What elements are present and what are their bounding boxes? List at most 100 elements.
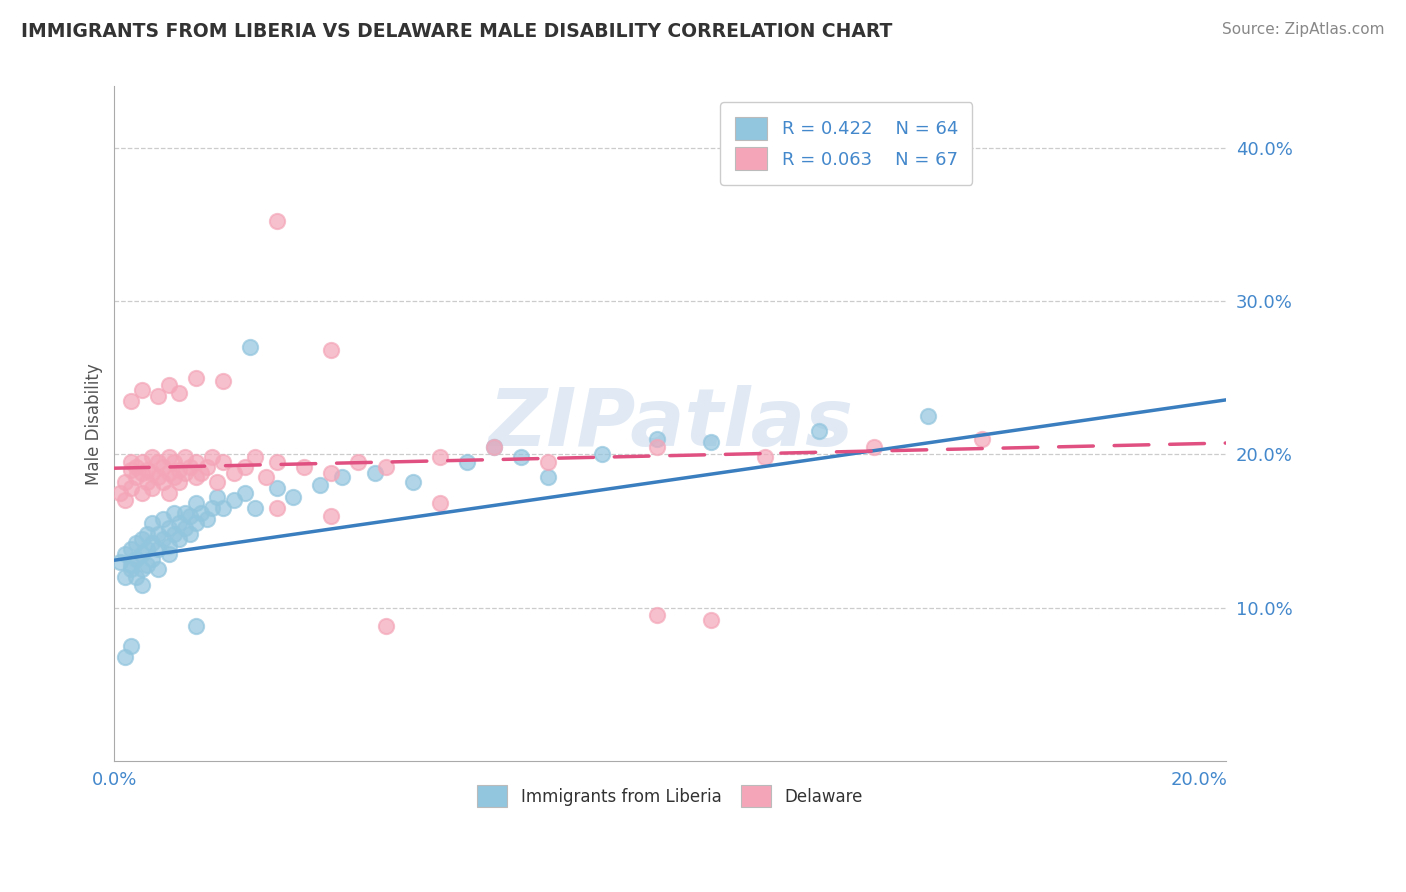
Point xyxy=(146,470,169,484)
Point xyxy=(169,516,191,531)
Point xyxy=(131,578,153,592)
Point xyxy=(125,570,148,584)
Point xyxy=(429,496,451,510)
Point xyxy=(146,542,169,557)
Point xyxy=(157,485,180,500)
Point xyxy=(917,409,939,423)
Point xyxy=(482,440,505,454)
Point xyxy=(283,491,305,505)
Point xyxy=(169,386,191,401)
Point xyxy=(510,450,533,465)
Point xyxy=(125,536,148,550)
Point xyxy=(862,440,884,454)
Point xyxy=(120,455,142,469)
Point xyxy=(136,558,159,572)
Point xyxy=(195,459,218,474)
Point xyxy=(970,432,993,446)
Point xyxy=(184,619,207,633)
Point xyxy=(136,527,159,541)
Point xyxy=(136,463,159,477)
Point xyxy=(163,470,186,484)
Point xyxy=(537,455,560,469)
Point xyxy=(212,455,235,469)
Point xyxy=(120,481,142,495)
Legend: Immigrants from Liberia, Delaware: Immigrants from Liberia, Delaware xyxy=(471,779,870,814)
Point xyxy=(141,450,163,465)
Point xyxy=(136,475,159,489)
Point xyxy=(174,506,197,520)
Point xyxy=(114,475,136,489)
Point xyxy=(141,481,163,495)
Point xyxy=(131,383,153,397)
Point xyxy=(700,613,723,627)
Point xyxy=(146,562,169,576)
Point xyxy=(700,435,723,450)
Point xyxy=(152,459,174,474)
Point xyxy=(108,485,131,500)
Point xyxy=(456,455,478,469)
Point xyxy=(190,506,212,520)
Point xyxy=(347,455,370,469)
Point xyxy=(120,393,142,408)
Point xyxy=(179,527,201,541)
Point xyxy=(190,466,212,480)
Point xyxy=(157,521,180,535)
Point xyxy=(266,481,288,495)
Point xyxy=(645,440,668,454)
Point xyxy=(131,547,153,561)
Point xyxy=(184,370,207,384)
Point xyxy=(157,450,180,465)
Point xyxy=(309,478,332,492)
Point xyxy=(374,459,396,474)
Point xyxy=(645,608,668,623)
Point xyxy=(157,547,180,561)
Point xyxy=(321,343,343,358)
Point xyxy=(174,466,197,480)
Point xyxy=(374,619,396,633)
Point xyxy=(131,466,153,480)
Point xyxy=(125,459,148,474)
Point xyxy=(321,508,343,523)
Point xyxy=(141,516,163,531)
Point xyxy=(195,512,218,526)
Point xyxy=(537,470,560,484)
Point xyxy=(157,540,180,554)
Point xyxy=(108,555,131,569)
Point xyxy=(233,459,256,474)
Point xyxy=(266,501,288,516)
Point xyxy=(131,532,153,546)
Point xyxy=(141,466,163,480)
Point xyxy=(120,463,142,477)
Point xyxy=(212,374,235,388)
Point xyxy=(169,532,191,546)
Point xyxy=(157,378,180,392)
Point xyxy=(239,340,262,354)
Point xyxy=(146,527,169,541)
Point xyxy=(114,493,136,508)
Point xyxy=(245,501,267,516)
Point xyxy=(254,470,277,484)
Point xyxy=(163,527,186,541)
Point xyxy=(169,463,191,477)
Point xyxy=(169,475,191,489)
Point xyxy=(482,440,505,454)
Point xyxy=(131,455,153,469)
Point xyxy=(152,512,174,526)
Point xyxy=(754,450,776,465)
Point xyxy=(114,570,136,584)
Point xyxy=(131,485,153,500)
Point xyxy=(321,466,343,480)
Point xyxy=(136,542,159,557)
Point xyxy=(125,551,148,566)
Point xyxy=(120,558,142,572)
Point xyxy=(233,485,256,500)
Point xyxy=(131,562,153,576)
Point xyxy=(120,542,142,557)
Point xyxy=(245,450,267,465)
Point xyxy=(292,459,315,474)
Point xyxy=(114,649,136,664)
Point xyxy=(141,536,163,550)
Point xyxy=(266,214,288,228)
Point xyxy=(152,475,174,489)
Point xyxy=(125,470,148,484)
